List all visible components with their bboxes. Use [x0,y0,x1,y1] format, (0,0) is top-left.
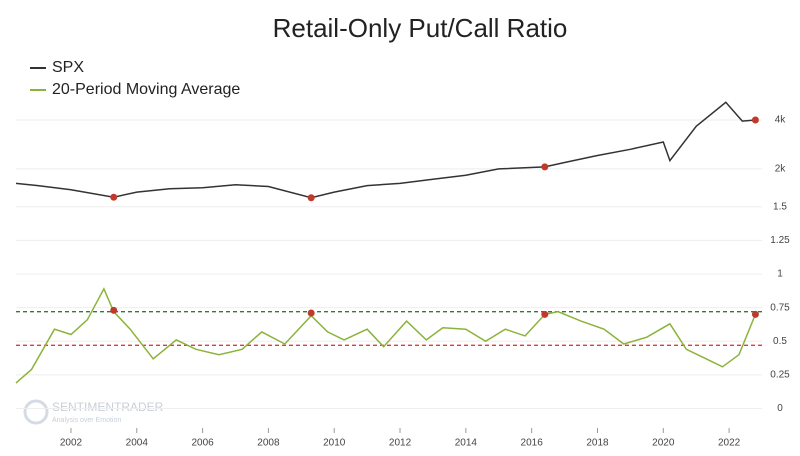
signal-dot [110,193,118,201]
signal-dot [307,194,315,202]
x-tick-label: 2004 [126,438,149,449]
legend-label: SPX [52,59,84,76]
series-line [15,287,757,384]
x-tick-label: 2010 [323,438,346,449]
x-tick-label: 2002 [60,438,83,449]
signal-dot [307,309,315,317]
x-tick-label: 2016 [521,438,544,449]
x-tick-label: 2020 [652,438,675,449]
watermark-name: SENTIMENTRADER [52,400,164,414]
y-tick-label: 0.25 [770,370,790,381]
x-tick-label: 2012 [389,438,412,449]
watermark: SENTIMENTRADER Analysis over Emotion [23,399,164,425]
y-tick-label: 2k [775,164,787,175]
signal-dot [541,163,549,171]
y-tick-label: 1.5 [773,201,787,212]
x-tick-label: 2014 [455,438,478,449]
signal-dot [751,310,759,318]
y-tick-label: 0 [777,403,783,414]
y-tick-label: 0.75 [770,302,790,313]
watermark-icon [23,399,49,425]
x-tick-label: 2006 [191,438,214,449]
y-tick-label: 0.5 [773,336,787,347]
signal-dot [751,116,759,124]
watermark-tagline: Analysis over Emotion [52,417,121,424]
signal-dot [541,310,549,318]
x-tick-label: 2008 [257,438,280,449]
x-tick-label: 2018 [586,438,609,449]
x-tick-label: 2022 [718,438,741,449]
series-line [15,101,756,199]
signal-dot [110,306,118,314]
y-tick-label: 4k [775,115,787,126]
y-tick-label: 1 [777,269,783,280]
legend-label: 20-Period Moving Average [52,81,240,98]
y-tick-label: 1.25 [770,235,790,246]
chart-title: Retail-Only Put/Call Ratio [273,13,568,43]
